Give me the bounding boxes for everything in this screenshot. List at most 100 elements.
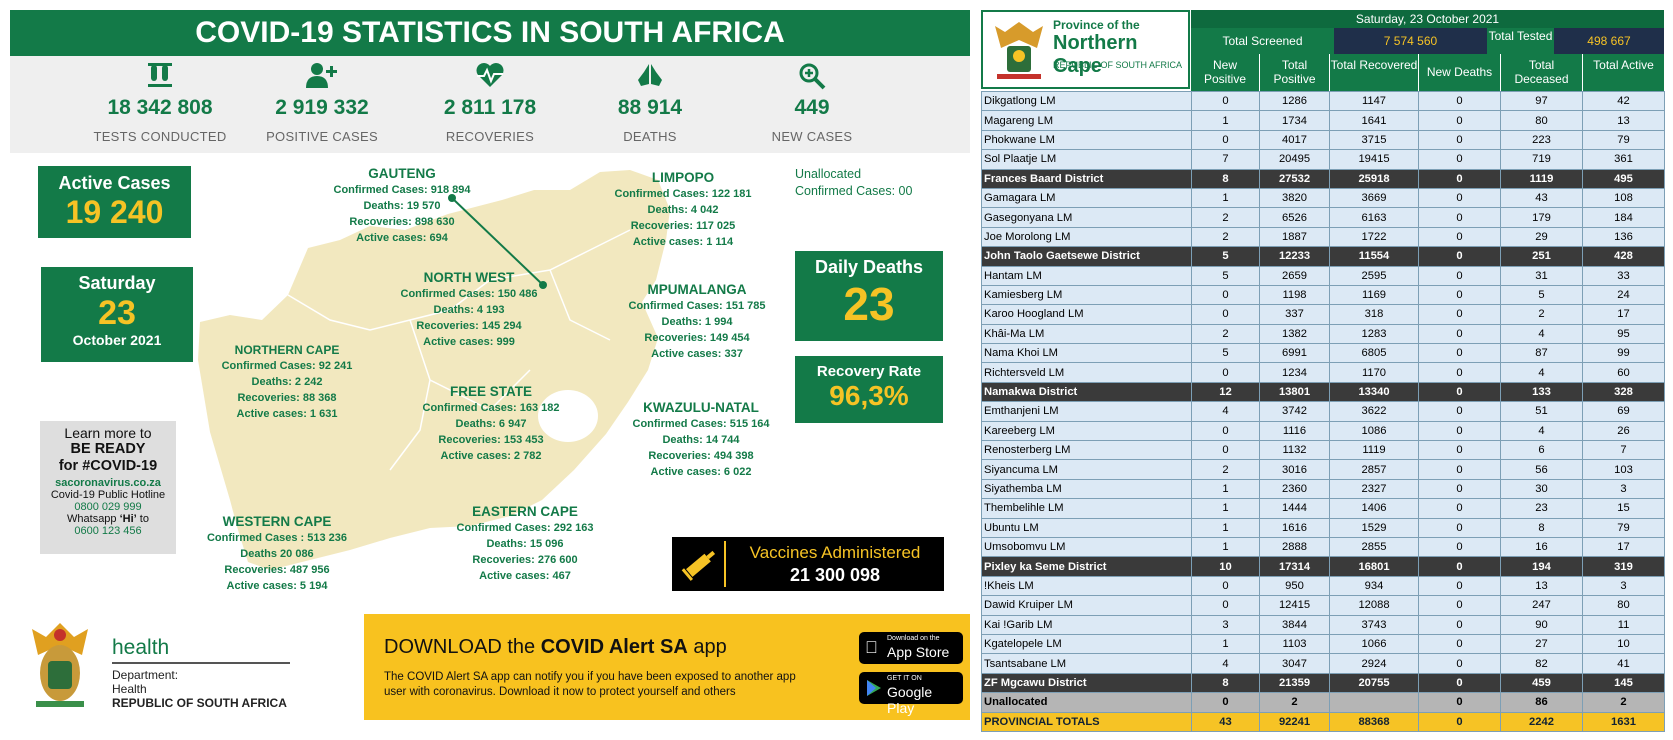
google-play-icon	[867, 680, 881, 696]
apple-icon: 	[865, 638, 878, 658]
row-value-cell: 1234	[1259, 362, 1330, 383]
stat-recoveries-label: RECOVERIES	[445, 129, 535, 144]
table-row: Tsantsabane LM 4 3047 2924 0 82 41	[981, 653, 1665, 674]
row-value-cell: 5	[1500, 284, 1583, 306]
date-month-year: October 2021	[72, 332, 162, 348]
row-value-cell: 2327	[1329, 478, 1419, 500]
app-title-bold: COVID Alert SA	[540, 636, 688, 658]
row-name-cell: Dikgatlong LM	[981, 90, 1192, 112]
row-value-cell: 3016	[1259, 459, 1330, 480]
mpumalanga-confirmed: Confirmed Cases: 151 785	[628, 300, 766, 312]
row-name-cell: Dawid Kruiper LM	[981, 595, 1192, 616]
row-value-cell: 3743	[1329, 614, 1419, 635]
row-value-cell: 0	[1191, 420, 1260, 442]
row-value-cell: 247	[1500, 595, 1583, 616]
row-value-cell: 29	[1500, 226, 1583, 248]
north-west-recoveries: Recoveries: 145 294	[416, 320, 522, 332]
row-value-cell: 95	[1582, 323, 1665, 345]
row-value-cell: 3	[1582, 478, 1665, 500]
mpumalanga-stats: MPUMALANGA Confirmed Cases: 151 785 Deat…	[622, 282, 772, 362]
stat-new-cases-value: 449	[794, 96, 830, 119]
table-row: Sol Plaatje LM 7 20495 19415 0 719 361	[981, 149, 1665, 170]
table-row: Kamiesberg LM 0 1198 1169 0 5 24	[981, 284, 1665, 306]
district-row: ZF Mgcawu District 8 21359 20755 0 459 145	[981, 672, 1665, 694]
table-row: Karoo Hoogland LM 0 337 318 0 2 17	[981, 304, 1665, 325]
ready-site-link[interactable]: sacoronavirus.co.za	[55, 477, 161, 489]
active-cases-box: Active Cases 19 240	[38, 166, 191, 238]
row-value-cell: 4	[1191, 401, 1260, 422]
row-value-cell: 27	[1500, 633, 1583, 655]
row-value-cell: 328	[1582, 381, 1665, 403]
row-value-cell: 0	[1418, 401, 1501, 422]
ready-whatsapp[interactable]: 0600 123 456	[74, 525, 142, 537]
mpumalanga-name: MPUMALANGA	[647, 282, 747, 297]
row-value-cell: 0	[1418, 284, 1501, 306]
google-play-label: Google Play	[887, 684, 933, 716]
row-value-cell: 2924	[1329, 653, 1419, 674]
row-value-cell: 495	[1582, 168, 1665, 189]
row-value-cell: 5	[1191, 343, 1260, 364]
kwazulu-natal-deaths: Deaths: 14 744	[662, 434, 740, 446]
row-value-cell: 86	[1500, 692, 1583, 713]
unallocated-note: Unallocated Confirmed Cases: 00	[795, 166, 912, 200]
row-value-cell: 7	[1191, 149, 1260, 170]
nc-header-new-positive: New Positive	[1191, 54, 1259, 91]
ready-hotline[interactable]: 0800 029 999	[74, 501, 142, 513]
table-row: !Kheis LM 0 950 934 0 13 3	[981, 575, 1665, 597]
google-play-button[interactable]: GET IT ON Google Play	[859, 672, 963, 716]
south-africa-map	[198, 170, 670, 570]
row-value-cell: 2242	[1500, 711, 1583, 732]
nc-republic: REPUBLIC OF SOUTH AFRICA	[1053, 60, 1183, 70]
unallocated-row: Unallocated 0 2 0 86 2	[981, 692, 1665, 713]
northern-cape-table-panel: Province of the Northern Cape REPUBLIC O…	[981, 10, 1665, 732]
row-value-cell: 0	[1191, 692, 1260, 713]
row-value-cell: 2855	[1329, 536, 1419, 558]
table-row: Renosterberg LM 0 1132 1119 0 6 7	[981, 440, 1665, 461]
row-value-cell: 0	[1191, 284, 1260, 306]
row-value-cell: 0	[1418, 207, 1501, 228]
row-name-cell: Frances Baard District	[981, 168, 1192, 189]
row-name-cell: Richtersveld LM	[981, 362, 1192, 383]
table-row: Dawid Kruiper LM 0 12415 12088 0 247 80	[981, 595, 1665, 616]
nc-coat-of-arms-icon	[989, 18, 1049, 82]
gauteng-stats: GAUTENG Confirmed Cases: 918 894 Deaths:…	[310, 166, 494, 246]
table-row: Richtersveld LM 0 1234 1170 0 4 60	[981, 362, 1665, 383]
row-value-cell: 0	[1418, 110, 1501, 131]
row-value-cell: 950	[1259, 575, 1330, 597]
row-value-cell: 16	[1500, 536, 1583, 558]
row-value-cell: 2360	[1259, 478, 1330, 500]
unallocated-line2: Confirmed Cases: 00	[795, 184, 913, 198]
app-store-button[interactable]:  Download on the App Store	[859, 632, 963, 664]
stat-new-cases: 449 NEW CASES	[732, 56, 892, 144]
row-value-cell: 20755	[1329, 672, 1419, 694]
row-value-cell: 6526	[1259, 207, 1330, 228]
row-value-cell: 223	[1500, 129, 1583, 151]
map-landmass	[198, 170, 670, 570]
health-rule	[112, 662, 290, 664]
row-value-cell: 17	[1582, 304, 1665, 325]
row-value-cell: 8	[1191, 168, 1260, 189]
syringe-icon	[680, 545, 720, 583]
stat-recoveries: 2 811 178 RECOVERIES	[410, 56, 570, 144]
row-value-cell: 319	[1582, 556, 1665, 577]
row-name-cell: Khâi-Ma LM	[981, 323, 1192, 345]
row-value-cell: 51	[1500, 401, 1583, 422]
eastern-cape-name: EASTERN CAPE	[472, 504, 578, 519]
health-line1: Department:	[112, 668, 179, 682]
row-name-cell: Umsobomvu LM	[981, 536, 1192, 558]
row-name-cell: Kai !Garib LM	[981, 614, 1192, 635]
row-value-cell: 23	[1500, 498, 1583, 519]
daily-deaths-label: Daily Deaths	[814, 257, 924, 277]
row-value-cell: 719	[1500, 149, 1583, 170]
app-banner-title: DOWNLOAD the COVID Alert SA app	[384, 636, 727, 659]
app-title-post: app	[687, 636, 727, 658]
northern-cape-stats: NORTHERN CAPE Confirmed Cases: 92 241 De…	[212, 342, 362, 422]
vaccines-banner: Vaccines Administered 21 300 098	[672, 537, 944, 591]
limpopo-confirmed: Confirmed Cases: 122 181	[614, 188, 752, 200]
row-value-cell: 0	[1418, 478, 1501, 500]
row-value-cell: 3	[1191, 614, 1260, 635]
row-value-cell: 194	[1500, 556, 1583, 577]
dashboard-panel: COVID-19 STATISTICS IN SOUTH AFRICA 18 3…	[10, 10, 970, 720]
row-value-cell: 27532	[1259, 168, 1330, 189]
free-state-stats: FREE STATE Confirmed Cases: 163 182 Deat…	[416, 384, 566, 464]
